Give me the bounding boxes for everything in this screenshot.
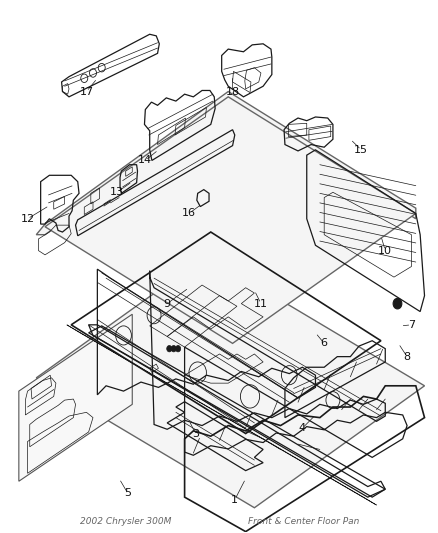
Circle shape (175, 345, 180, 352)
Text: 8: 8 (403, 352, 410, 361)
Polygon shape (36, 256, 424, 508)
Circle shape (392, 298, 401, 309)
Circle shape (171, 345, 176, 352)
Text: 16: 16 (181, 208, 195, 219)
Text: 10: 10 (378, 246, 392, 256)
Text: 18: 18 (225, 86, 239, 96)
Text: 14: 14 (138, 156, 152, 165)
Polygon shape (19, 314, 132, 481)
Text: 1: 1 (231, 495, 238, 505)
Text: 12: 12 (21, 214, 35, 224)
Text: 9: 9 (163, 298, 170, 309)
Polygon shape (45, 97, 415, 343)
Text: Front & Center Floor Pan: Front & Center Floor Pan (247, 518, 358, 526)
Text: 11: 11 (253, 298, 267, 309)
Polygon shape (36, 92, 415, 235)
Text: 7: 7 (407, 320, 414, 330)
Circle shape (166, 345, 172, 352)
Text: 13: 13 (110, 187, 124, 197)
Text: 6: 6 (320, 338, 327, 349)
Text: 3: 3 (191, 429, 198, 439)
Text: 17: 17 (79, 86, 93, 96)
Text: 5: 5 (124, 488, 131, 498)
Text: 4: 4 (298, 423, 305, 433)
Text: 2002 Chrysler 300M: 2002 Chrysler 300M (80, 518, 171, 526)
Text: 15: 15 (353, 145, 367, 155)
